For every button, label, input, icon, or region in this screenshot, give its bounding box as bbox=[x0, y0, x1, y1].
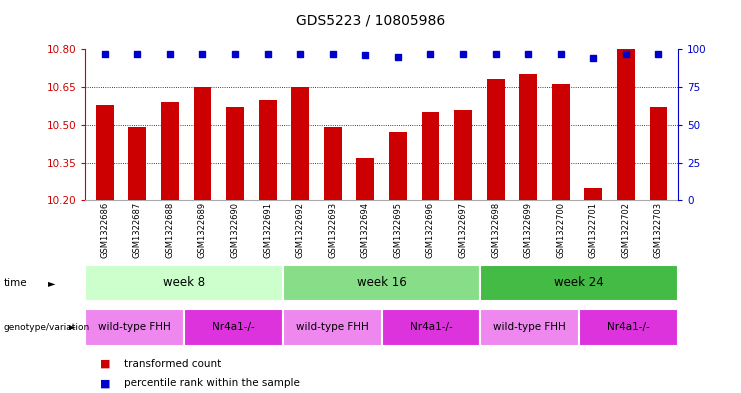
Bar bbox=[356, 158, 374, 200]
Bar bbox=[382, 309, 480, 346]
Text: Nr4a1-/-: Nr4a1-/- bbox=[212, 322, 255, 332]
Bar bbox=[193, 87, 211, 200]
Bar bbox=[226, 107, 244, 200]
Bar bbox=[128, 127, 146, 200]
Text: ►: ► bbox=[69, 323, 76, 332]
Bar bbox=[283, 265, 480, 301]
Bar bbox=[487, 79, 505, 200]
Text: week 8: week 8 bbox=[163, 276, 205, 290]
Text: ■: ■ bbox=[100, 358, 110, 369]
Text: wild-type FHH: wild-type FHH bbox=[296, 322, 368, 332]
Bar bbox=[324, 127, 342, 200]
Text: Nr4a1-/-: Nr4a1-/- bbox=[607, 322, 650, 332]
Text: time: time bbox=[4, 278, 27, 288]
Bar bbox=[389, 132, 407, 200]
Bar bbox=[96, 105, 113, 200]
Text: genotype/variation: genotype/variation bbox=[4, 323, 90, 332]
Text: GDS5223 / 10805986: GDS5223 / 10805986 bbox=[296, 14, 445, 28]
Bar bbox=[161, 102, 179, 200]
Bar bbox=[259, 99, 276, 200]
Bar bbox=[480, 309, 579, 346]
Bar bbox=[552, 84, 570, 200]
Bar bbox=[85, 309, 184, 346]
Text: ►: ► bbox=[48, 278, 56, 288]
Bar bbox=[454, 110, 472, 200]
Text: wild-type FHH: wild-type FHH bbox=[99, 322, 171, 332]
Text: wild-type FHH: wild-type FHH bbox=[494, 322, 566, 332]
Bar bbox=[519, 74, 537, 200]
Bar bbox=[480, 265, 678, 301]
Bar bbox=[291, 87, 309, 200]
Text: week 16: week 16 bbox=[356, 276, 407, 290]
Bar bbox=[184, 309, 283, 346]
Bar bbox=[585, 188, 602, 200]
Bar bbox=[579, 309, 678, 346]
Text: ■: ■ bbox=[100, 378, 110, 388]
Bar bbox=[422, 112, 439, 200]
Bar bbox=[650, 107, 668, 200]
Bar bbox=[283, 309, 382, 346]
Text: Nr4a1-/-: Nr4a1-/- bbox=[410, 322, 453, 332]
Bar bbox=[85, 265, 283, 301]
Text: week 24: week 24 bbox=[554, 276, 604, 290]
Bar bbox=[617, 49, 635, 200]
Text: transformed count: transformed count bbox=[124, 358, 221, 369]
Text: percentile rank within the sample: percentile rank within the sample bbox=[124, 378, 299, 388]
